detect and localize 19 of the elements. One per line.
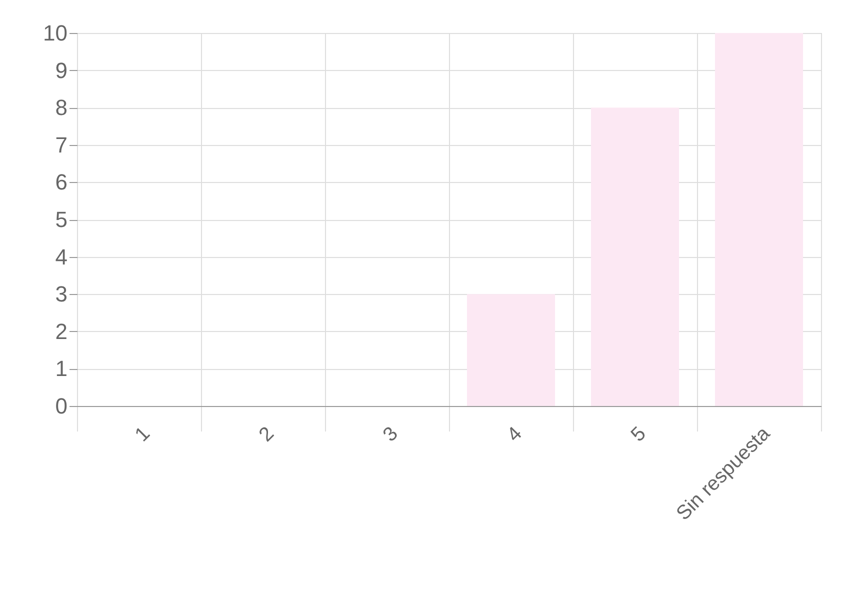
bar xyxy=(590,108,680,406)
y-tick-label: 0 xyxy=(55,394,68,418)
x-tick-label: 4 xyxy=(502,422,526,446)
x-tick-label: 3 xyxy=(378,422,402,446)
x-tick-label: 1 xyxy=(130,422,154,446)
bar xyxy=(714,33,804,406)
y-tick-label: 3 xyxy=(55,282,68,307)
y-tick-label: 1 xyxy=(55,356,68,382)
y-tick-label: 2 xyxy=(55,318,68,344)
y-tick-label: 4 xyxy=(55,244,68,270)
y-tick-label: 6 xyxy=(55,170,68,195)
bar xyxy=(466,294,556,406)
y-tick-label: 10 xyxy=(43,20,68,46)
y-tick-label: 8 xyxy=(55,95,68,120)
y-tick-label: 5 xyxy=(55,207,68,232)
y-tick-label: 9 xyxy=(55,58,68,83)
x-tick-label: 5 xyxy=(626,422,650,446)
y-tick-label: 7 xyxy=(55,132,68,158)
x-tick-label: 2 xyxy=(254,422,278,446)
